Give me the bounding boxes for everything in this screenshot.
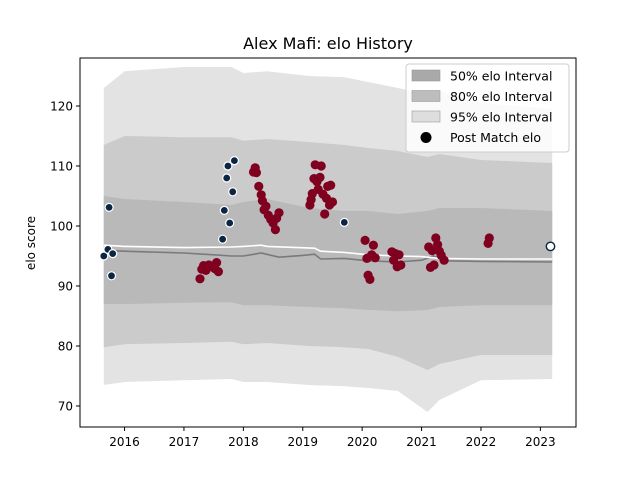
plot-frame xyxy=(79,57,577,428)
post-match-elo-point-projected xyxy=(545,241,556,252)
x-tick-label: 2016 xyxy=(109,435,140,449)
post-match-elo-point-win xyxy=(396,260,406,270)
y-tick-label: 90 xyxy=(58,280,73,294)
y-tick-label: 80 xyxy=(58,340,73,354)
post-match-elo-point-loss xyxy=(218,234,228,244)
post-match-elo-point-win xyxy=(315,172,325,182)
post-match-elo-point-loss xyxy=(223,161,233,171)
interval-band-50 xyxy=(103,196,553,312)
legend-swatch-95 xyxy=(411,110,441,123)
post-match-elo-point-win xyxy=(213,267,223,277)
x-tick-label: 2022 xyxy=(466,435,497,449)
post-match-elo-point-win xyxy=(195,274,205,284)
post-match-elo-point-loss xyxy=(99,251,109,261)
mean-elo-line xyxy=(103,244,553,260)
post-match-elo-point-loss xyxy=(228,187,238,197)
post-match-elo-point-win xyxy=(439,255,449,265)
post-match-elo-point-win xyxy=(320,209,330,219)
x-tick-label: 2020 xyxy=(347,435,378,449)
post-match-elo-point-win xyxy=(327,197,338,207)
legend-swatch-80 xyxy=(411,90,441,102)
x-tick-label: 2023 xyxy=(525,435,556,449)
x-tick-label: 2021 xyxy=(406,435,437,449)
post-match-elo-point-win xyxy=(484,233,494,243)
post-match-elo-point-win xyxy=(370,253,380,263)
post-match-elo-point-win xyxy=(212,258,222,268)
post-match-elo-point-win xyxy=(360,235,370,245)
y-tick-label: 100 xyxy=(50,220,73,234)
legend-label-post-match: Post Match elo xyxy=(450,130,541,145)
post-match-elo-point-win xyxy=(316,161,326,171)
y-tick-label: 120 xyxy=(50,100,73,114)
legend-label-50: 50% elo Interval xyxy=(450,69,552,84)
y-tick-label: 110 xyxy=(50,160,73,174)
post-match-elo-point-loss xyxy=(219,205,229,215)
post-match-elo-point-win xyxy=(394,250,404,260)
post-match-elo-point-win xyxy=(254,181,264,191)
post-match-elo-point-win xyxy=(261,201,271,211)
legend-box xyxy=(405,63,570,153)
post-match-elo-point-win xyxy=(251,168,261,178)
y-tick-label: 70 xyxy=(58,400,73,414)
y-axis-label: elo score xyxy=(24,216,38,270)
post-match-elo-point-win xyxy=(368,240,378,250)
post-match-elo-point-loss xyxy=(339,217,349,227)
legend-label-95: 95% elo Interval xyxy=(450,110,552,125)
post-match-elo-point-loss xyxy=(104,202,114,212)
x-tick-label: 2019 xyxy=(287,435,318,449)
post-match-elo-point-win xyxy=(365,274,375,284)
post-match-elo-point-win xyxy=(274,208,284,218)
post-match-elo-point-loss xyxy=(222,173,232,183)
axes: 2016 2017 2018 2019 2020 2021 2022 2023 70 80 90 10… xyxy=(50,57,577,449)
legend-swatch-50 xyxy=(411,69,441,82)
post-match-elo-point-win xyxy=(427,246,437,256)
post-match-elo-point-win xyxy=(270,225,280,235)
post-match-elo-point-win xyxy=(429,260,439,270)
x-tick-label: 2017 xyxy=(169,435,200,449)
legend: 50% elo Interval 80% elo Interval 95% elo … xyxy=(405,63,570,153)
post-match-elo-point-loss xyxy=(108,249,118,259)
chart-title: Alex Mafi: elo History xyxy=(243,34,413,53)
post-match-elo-point-loss xyxy=(106,271,117,281)
post-match-elo-point-win xyxy=(326,180,336,190)
median-elo-line xyxy=(103,249,553,263)
x-tick-label: 2018 xyxy=(228,435,259,449)
plot-area xyxy=(99,67,556,412)
legend-marker-post-match xyxy=(420,132,432,143)
legend-label-80: 80% elo Interval xyxy=(450,89,552,104)
post-match-elo-point-loss xyxy=(229,156,239,166)
post-match-elo-point-loss xyxy=(225,218,235,228)
